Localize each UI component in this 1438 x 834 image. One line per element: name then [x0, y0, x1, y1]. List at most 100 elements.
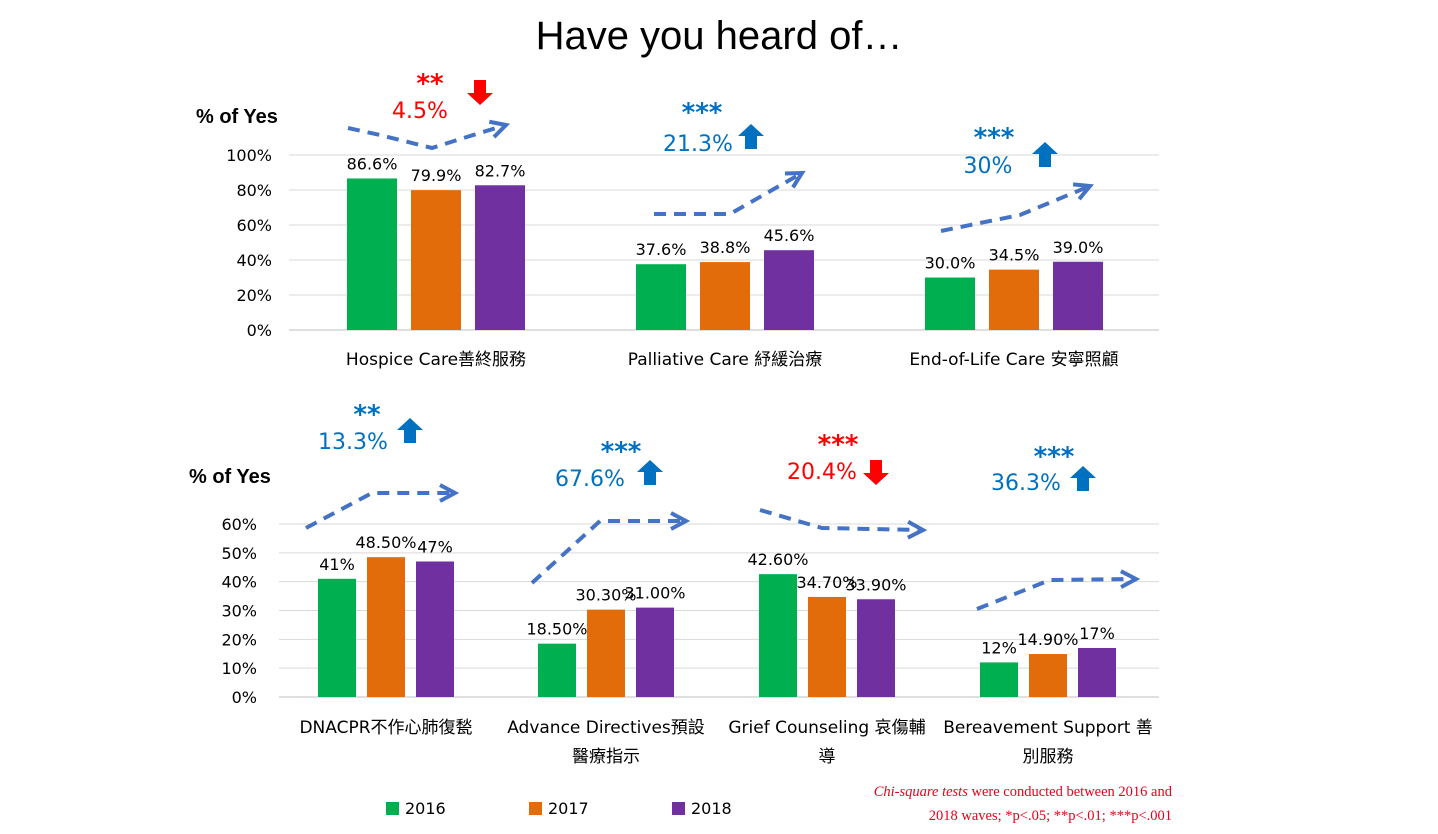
bar-bottom-2017 — [367, 557, 405, 697]
category-label: Advance Directives預設 — [507, 718, 705, 738]
bar-bottom-2016 — [759, 574, 797, 697]
top-y-tick-label: 40% — [236, 251, 272, 270]
bar-top-2018 — [764, 250, 814, 330]
significance-stars: *** — [818, 430, 859, 460]
data-label: 14.90% — [1017, 630, 1078, 649]
legend-2017-label: 2017 — [548, 799, 589, 818]
data-label: 39.0% — [1053, 238, 1104, 257]
bottom-y-tick-label: 0% — [232, 688, 257, 707]
trend-arrow-head — [1072, 182, 1094, 201]
significance-stars: ** — [353, 400, 381, 430]
top-y-tick-label: 100% — [226, 146, 272, 165]
top-y-tick-label: 0% — [247, 321, 272, 340]
change-percent: 30% — [964, 154, 1013, 179]
top-y-tick-label: 60% — [236, 216, 272, 235]
category-label: End-of-Life Care 安寧照顧 — [909, 350, 1118, 370]
footnote: Chi-square tests were conducted between … — [790, 780, 1172, 828]
significance-stars: ** — [416, 69, 444, 99]
trend-arrow-head — [784, 170, 806, 189]
bar-bottom-2018 — [636, 607, 674, 697]
bar-bottom-2017 — [1029, 654, 1067, 697]
bar-top-2016 — [925, 277, 975, 330]
category-label: 醫療指示 — [572, 747, 640, 767]
bar-bottom-2016 — [538, 643, 576, 697]
bottom-y-tick-label: 30% — [221, 602, 257, 621]
data-label: 47% — [417, 537, 453, 556]
footnote-italic: Chi-square tests — [873, 784, 968, 800]
legend-2017: 2017 — [529, 799, 589, 818]
legend-2016-swatch — [386, 802, 399, 815]
legend-2018: 2018 — [672, 799, 732, 818]
arrow-up-icon — [637, 460, 663, 485]
bar-bottom-2018 — [416, 561, 454, 697]
data-label: 34.70% — [796, 573, 857, 592]
bar-top-2016 — [347, 178, 397, 330]
bottom-y-tick-label: 10% — [221, 659, 257, 678]
trend-arrow — [940, 184, 1091, 233]
data-label: 41% — [319, 555, 355, 574]
significance-stars: *** — [601, 437, 642, 467]
bar-bottom-2018 — [857, 599, 895, 697]
data-label: 18.50% — [526, 620, 587, 639]
bar-bottom-2016 — [318, 578, 356, 697]
change-percent: 20.4% — [787, 460, 857, 485]
data-label: 12% — [981, 638, 1017, 657]
arrow-up-icon — [738, 124, 764, 149]
significance-stars: *** — [974, 123, 1015, 153]
chart-title: Have you heard of… — [535, 14, 903, 58]
trend-arrow — [530, 519, 686, 585]
bar-bottom-2016 — [980, 662, 1018, 697]
category-label: Bereavement Support 善 — [943, 718, 1153, 738]
trend-arrow-head — [488, 119, 511, 139]
change-percent: 67.6% — [555, 467, 625, 492]
data-label: 42.60% — [747, 550, 808, 569]
trend-arrow — [305, 491, 455, 530]
data-label: 82.7% — [475, 161, 526, 180]
category-label: Palliative Care 紓緩治療 — [628, 350, 823, 370]
bar-top-2017 — [989, 269, 1039, 330]
legend-2016-label: 2016 — [405, 799, 446, 818]
data-label: 30.0% — [925, 254, 976, 273]
data-label: 31.00% — [624, 584, 685, 603]
data-label: 37.6% — [636, 240, 687, 259]
data-label: 34.5% — [989, 246, 1040, 265]
arrow-down-icon — [863, 460, 889, 485]
bar-bottom-2017 — [808, 596, 846, 697]
trend-arrow-head — [906, 519, 928, 540]
top-y-tick-label: 80% — [236, 181, 272, 200]
data-label: 48.50% — [355, 533, 416, 552]
category-label: DNACPR不作心肺復甃 — [299, 718, 472, 738]
data-label: 79.9% — [411, 166, 462, 185]
significance-stars: *** — [1034, 442, 1075, 472]
data-label: 33.90% — [845, 575, 906, 594]
change-percent: 21.3% — [663, 132, 733, 157]
legend-2016: 2016 — [386, 799, 446, 818]
bottom-y-tick-label: 20% — [221, 630, 257, 649]
bar-bottom-2018 — [1078, 647, 1116, 697]
change-percent: 13.3% — [318, 430, 388, 455]
bar-top-2017 — [411, 190, 461, 330]
category-label: Hospice Care善終服務 — [346, 350, 526, 370]
bar-top-2016 — [636, 264, 686, 330]
data-label: 45.6% — [764, 226, 815, 245]
bottom-y-tick-label: 40% — [221, 573, 257, 592]
arrow-up-icon — [1070, 466, 1096, 491]
trend-arrow-head — [670, 511, 691, 531]
bar-top-2017 — [700, 262, 750, 330]
arrow-down-icon — [467, 80, 493, 105]
trend-arrow-head — [439, 483, 460, 503]
change-percent: 4.5% — [392, 99, 448, 124]
trend-arrow — [976, 577, 1137, 611]
bottom-y-axis-label: % of Yes — [189, 466, 271, 488]
bar-bottom-2017 — [587, 609, 625, 697]
trend-arrow — [759, 508, 924, 532]
bar-top-2018 — [475, 185, 525, 330]
legend-2017-swatch — [529, 802, 542, 815]
trend-arrow — [347, 123, 507, 151]
category-label: Grief Counseling 哀傷輔 — [728, 718, 925, 738]
footnote-line1: were conducted between 2016 and — [967, 784, 1172, 800]
data-label: 38.8% — [700, 238, 751, 257]
data-label: 17% — [1079, 624, 1115, 643]
trend-arrow-head — [1119, 569, 1141, 589]
